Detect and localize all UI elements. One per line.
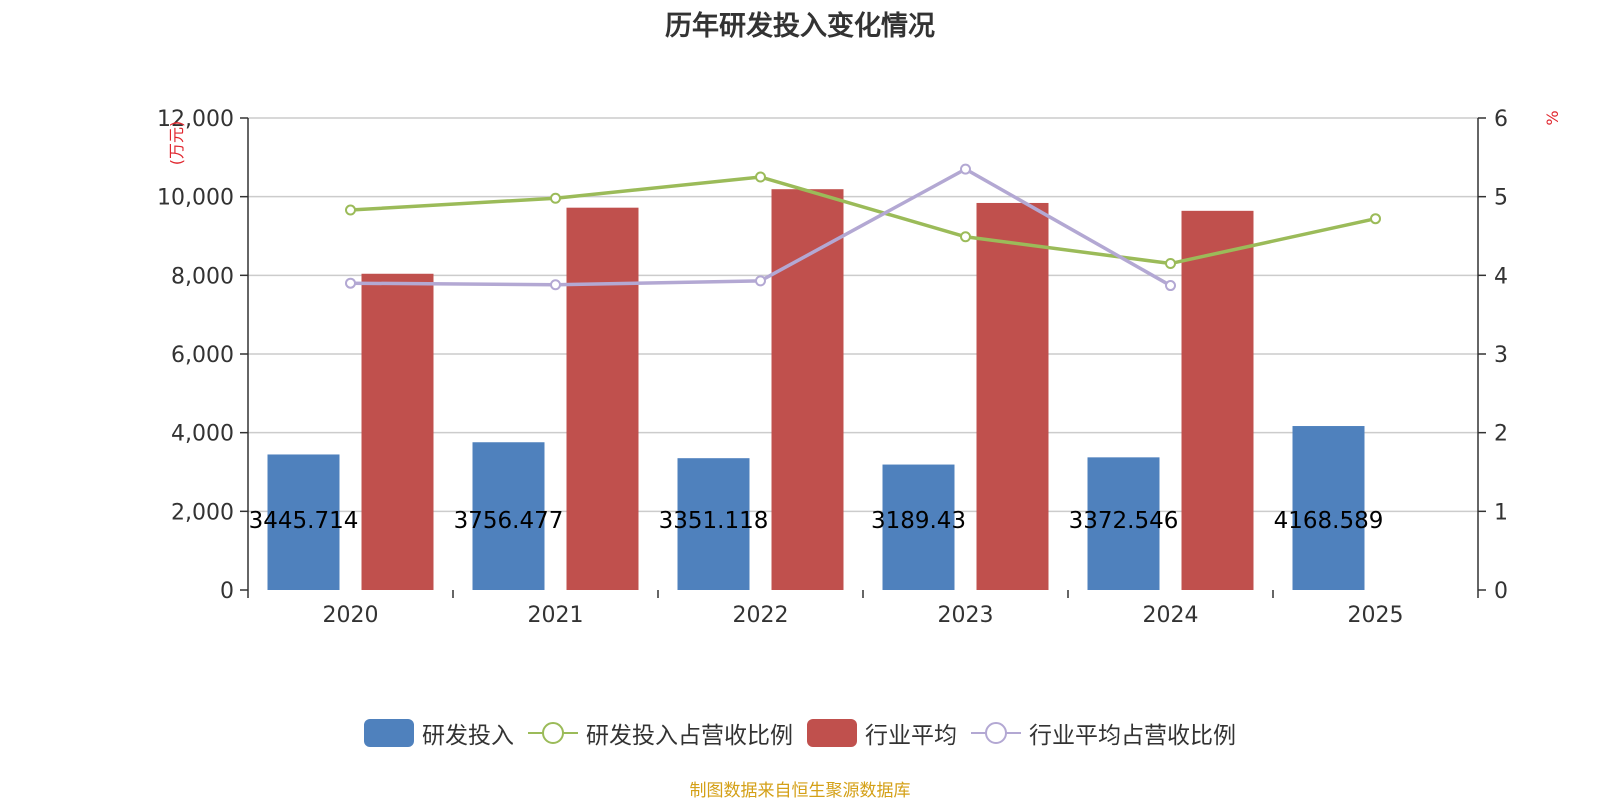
- bar-industry-avg: [566, 207, 639, 590]
- data-label-rd-input: 3756.477: [454, 508, 564, 534]
- legend-item-rd-input[interactable]: 研发投入: [364, 716, 514, 750]
- chart-area: 0 2,000 4,000 6,000 8,000 10,000 12,000 0 1 2 3 4 5 6…: [157, 107, 1562, 628]
- x-tick-label: 2024: [1143, 603, 1199, 628]
- legend-label-industry-ratio: 行业平均占营收比例: [1029, 723, 1236, 749]
- y-right-tick-label: 1: [1494, 500, 1508, 525]
- x-tick-label: 2023: [938, 603, 994, 628]
- bar-industry-avg: [976, 202, 1049, 590]
- y-left-tick-label: 10,000: [157, 186, 234, 211]
- point-rd-ratio: [1370, 213, 1381, 225]
- legend-swatch-industry-avg: [807, 719, 857, 747]
- y-left-tick-label: 8,000: [171, 264, 234, 289]
- point-industry-ratio: [960, 163, 971, 175]
- chart-title: 历年研发投入变化情况: [665, 11, 935, 42]
- legend-label-rd-input: 研发投入: [422, 723, 514, 749]
- point-industry-ratio: [1165, 280, 1176, 292]
- y-left-tick-label: 2,000: [171, 500, 234, 525]
- bar-rd-input: [472, 442, 545, 590]
- data-label-rd-input: 3189.43: [871, 508, 966, 534]
- source-note: 制图数据来自恒生聚源数据库: [689, 781, 911, 801]
- bar-industry-avg: [771, 189, 844, 590]
- point-rd-ratio: [755, 171, 766, 183]
- bar-industry-avg: [1181, 210, 1254, 590]
- x-tick-label: 2020: [323, 603, 379, 628]
- bar-rd-input: [1292, 426, 1365, 590]
- y-right-tick-label: 6: [1494, 107, 1508, 132]
- bar-rd-input: [882, 464, 955, 590]
- x-tick-label: 2022: [733, 603, 789, 628]
- x-tick-label: 2021: [528, 603, 584, 628]
- point-rd-ratio: [960, 231, 971, 243]
- y-right-tick-label: 0: [1494, 579, 1508, 604]
- y-right-tick-label: 5: [1494, 186, 1508, 211]
- point-industry-ratio: [755, 275, 766, 287]
- y-right-tick-label: 2: [1494, 422, 1508, 447]
- bar-industry-avg: [361, 273, 434, 590]
- legend-swatch-rd-input: [364, 719, 414, 747]
- point-industry-ratio: [345, 277, 356, 289]
- y-left-tick-label: 6,000: [171, 343, 234, 368]
- x-tick-label: 2025: [1348, 603, 1404, 628]
- legend-label-rd-ratio: 研发投入占营收比例: [586, 723, 793, 749]
- y-left-tick-label: 4,000: [171, 422, 234, 447]
- y-right-unit-label: %: [1543, 110, 1562, 125]
- y-left-tick-label: 0: [220, 579, 234, 604]
- line-rd-ratio: [350, 175, 1376, 266]
- y-right-tick-label: 3: [1494, 343, 1508, 368]
- legend-item-rd-ratio[interactable]: 研发投入占营收比例: [528, 716, 793, 750]
- legend-line-rd-ratio-icon: [528, 719, 578, 747]
- legend-item-industry-ratio[interactable]: 行业平均占营收比例: [971, 716, 1236, 750]
- y-left-unit-label: (万元): [167, 121, 186, 166]
- data-label-rd-input: 4168.589: [1274, 508, 1384, 534]
- y-right-tick-label: 4: [1494, 264, 1508, 289]
- data-label-rd-input: 3372.546: [1069, 508, 1179, 534]
- point-rd-ratio: [550, 192, 561, 204]
- point-rd-ratio: [345, 204, 356, 216]
- legend-line-industry-ratio-icon: [971, 719, 1021, 747]
- data-label-rd-input: 3445.714: [249, 508, 359, 534]
- y-left-tick-label: 12,000: [157, 107, 234, 132]
- legend: 研发投入 研发投入占营收比例 行业平均 行业平均占营收比例: [0, 716, 1600, 750]
- bar-rd-input: [1087, 457, 1160, 590]
- bar-rd-input: [677, 458, 750, 590]
- legend-label-industry-avg: 行业平均: [865, 723, 957, 749]
- point-rd-ratio: [1165, 258, 1176, 270]
- point-industry-ratio: [550, 279, 561, 291]
- data-label-rd-input: 3351.118: [659, 508, 769, 534]
- legend-item-industry-avg[interactable]: 行业平均: [807, 716, 957, 750]
- bar-rd-input: [267, 454, 340, 590]
